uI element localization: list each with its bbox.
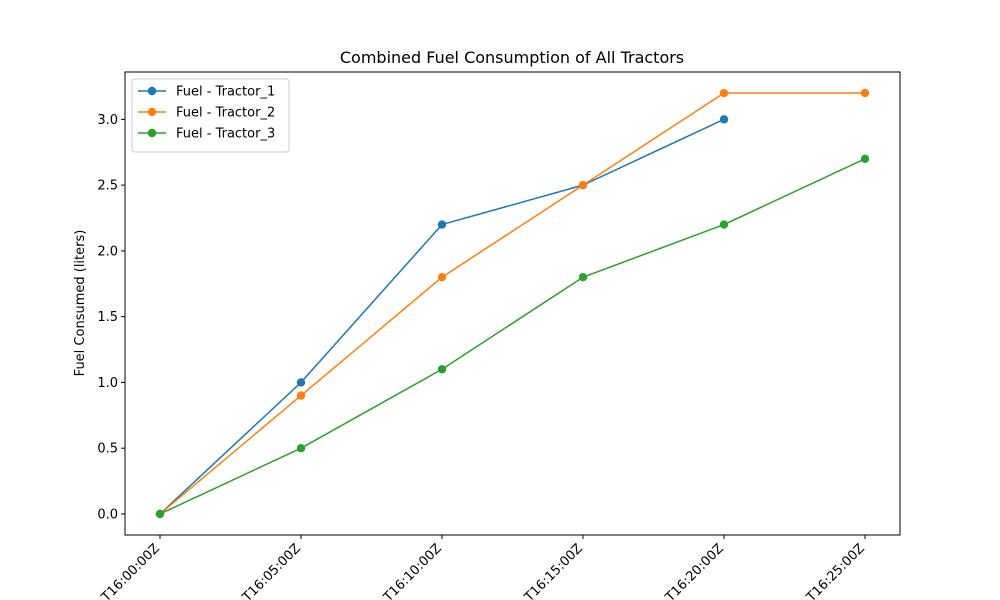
series-2-point [296, 391, 306, 400]
series-1-point [719, 115, 729, 124]
chart-title: Combined Fuel Consumption of All Tractor… [340, 48, 684, 67]
y-tick-label: 1.5 [97, 310, 118, 325]
legend-entry-label: Fuel - Tractor_2 [176, 106, 275, 121]
y-tick-label: 3.0 [97, 113, 118, 128]
y-tick-label: 2.0 [97, 244, 118, 259]
y-tick-label: 1.0 [97, 376, 118, 391]
plot-frame [124, 71, 901, 536]
series-1-point [296, 378, 306, 387]
series-2-point [578, 180, 588, 190]
legend-marker [147, 86, 157, 96]
y-axis-label: Fuel Consumed (liters) [73, 230, 88, 377]
series-3-point [860, 154, 870, 164]
legend-marker [147, 107, 157, 117]
series-3-point [155, 509, 165, 519]
series-2-point [860, 88, 870, 98]
y-tick-label: 2.5 [97, 179, 118, 194]
legend-marker [147, 128, 157, 138]
series-1-point [437, 220, 447, 229]
series-2-line [159, 92, 865, 515]
legend-box [131, 78, 290, 153]
series-3-point [719, 220, 729, 229]
y-tick-label: 0.5 [97, 442, 118, 457]
series-3-point [296, 443, 306, 453]
series-3-line [159, 158, 866, 515]
series-2-point [437, 272, 447, 282]
y-tick-label: 0.0 [97, 507, 118, 522]
series-3-point [437, 365, 447, 374]
legend: Fuel - Tractor_1 Fuel - Tractor_2 Fuel - T… [131, 78, 290, 153]
series-2-point [719, 88, 729, 98]
series-3-point [578, 272, 588, 282]
legend-entry-label: Fuel - Tractor_1 [176, 85, 275, 100]
legend-entry-label: Fuel - Tractor_3 [176, 127, 275, 142]
